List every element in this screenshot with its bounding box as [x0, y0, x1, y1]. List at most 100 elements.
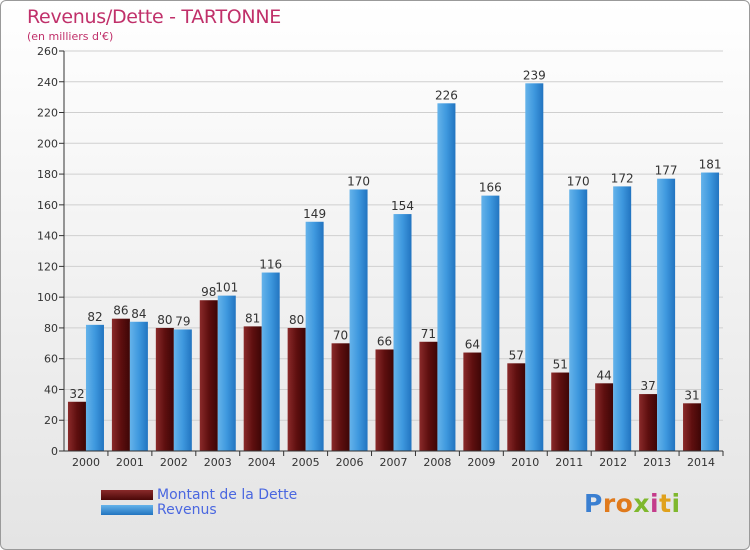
y-tick-label: 160: [37, 199, 58, 212]
data-label-revenue: 181: [699, 158, 722, 172]
bar-revenue: [217, 295, 236, 451]
bar-debt: [463, 352, 482, 451]
data-label-revenue: 149: [303, 207, 326, 221]
data-label-revenue: 82: [87, 310, 102, 324]
y-tick-label: 140: [37, 230, 58, 243]
y-tick-label: 120: [37, 260, 58, 273]
y-tick-label: 0: [51, 445, 58, 458]
bar-revenue: [173, 329, 192, 451]
bar-revenue: [525, 83, 544, 452]
bar-debt: [331, 343, 350, 451]
data-label-revenue: 101: [215, 281, 238, 295]
x-tick-label: 2013: [643, 456, 671, 469]
logo-letter: t: [659, 489, 672, 518]
x-tick-label: 2001: [116, 456, 144, 469]
logo-letter: r: [602, 489, 616, 518]
legend-swatch-revenue: [101, 505, 153, 515]
bar-revenue: [129, 321, 148, 451]
bar-revenue: [85, 324, 104, 451]
data-label-revenue: 170: [567, 174, 590, 188]
data-label-revenue: 84: [131, 307, 146, 321]
legend-swatch-debt: [101, 490, 153, 500]
y-tick-label: 200: [37, 137, 58, 150]
data-label-debt: 86: [113, 304, 128, 318]
bar-debt: [243, 326, 262, 451]
bar-debt: [375, 349, 394, 451]
data-label-debt: 57: [509, 348, 524, 362]
x-tick-label: 2002: [160, 456, 188, 469]
bar-revenue: [437, 103, 456, 452]
y-tick-label: 20: [44, 414, 58, 427]
data-label-debt: 64: [465, 338, 480, 352]
x-tick-label: 2004: [248, 456, 276, 469]
x-tick-label: 2000: [72, 456, 100, 469]
data-label-debt: 31: [684, 388, 699, 402]
bar-revenue: [349, 189, 368, 451]
chart-title: Revenus/Dette - TARTONNE: [27, 6, 281, 28]
y-tick-label: 100: [37, 291, 58, 304]
data-label-debt: 44: [597, 368, 612, 382]
y-tick-label: 40: [44, 383, 58, 396]
bar-revenue: [261, 272, 280, 451]
data-label-debt: 37: [640, 379, 655, 393]
x-tick-label: 2003: [204, 456, 232, 469]
x-tick-label: 2006: [336, 456, 364, 469]
legend-label-revenue: Revenus: [157, 502, 217, 518]
bar-debt: [199, 300, 218, 451]
bar-revenue: [701, 172, 720, 452]
data-label-revenue: 170: [347, 174, 370, 188]
data-label-revenue: 166: [479, 181, 502, 195]
data-label-debt: 71: [421, 327, 436, 341]
data-label-debt: 98: [201, 285, 216, 299]
bar-debt: [639, 394, 658, 451]
bar-debt: [111, 318, 130, 451]
bar-debt: [419, 341, 438, 451]
y-tick-label: 80: [44, 322, 58, 335]
logo-letter: i: [671, 489, 681, 518]
bar-debt: [551, 372, 570, 451]
legend-item-revenue: Revenus: [101, 502, 401, 518]
x-tick-label: 2012: [599, 456, 627, 469]
chart-subtitle: (en milliers d'€): [27, 30, 114, 43]
logo-letter: o: [615, 489, 634, 518]
data-label-revenue: 177: [655, 164, 678, 178]
y-tick-label: 180: [37, 168, 58, 181]
data-label-debt: 80: [157, 313, 172, 327]
y-tick-label: 240: [37, 76, 58, 89]
x-tick-label: 2009: [467, 456, 495, 469]
bar-revenue: [481, 195, 500, 451]
data-label-debt: 66: [377, 334, 392, 348]
y-tick-label: 220: [37, 107, 58, 120]
bar-debt: [67, 401, 86, 451]
proxiti-logo: Proxiti: [584, 489, 681, 518]
data-label-revenue: 172: [611, 171, 634, 185]
data-label-debt: 32: [69, 387, 84, 401]
labels: 0 20 40 60 80 100 120 140 160 180 200 220 240 260 2000…: [37, 45, 721, 469]
data-label-debt: 81: [245, 311, 260, 325]
legend-item-debt: Montant de la Dette: [101, 487, 401, 503]
data-label-revenue: 226: [435, 88, 458, 102]
logo-letter: P: [584, 489, 603, 518]
y-tick-label: 260: [37, 45, 58, 58]
legend-label-debt: Montant de la Dette: [157, 487, 298, 503]
bar-revenue: [657, 178, 676, 451]
bar-revenue: [305, 221, 324, 451]
bar-debt: [683, 403, 702, 451]
data-label-revenue: 116: [259, 258, 282, 272]
y-tick-label: 60: [44, 353, 58, 366]
x-tick-label: 2011: [555, 456, 583, 469]
logo-letter: i: [650, 489, 660, 518]
data-label-revenue: 79: [175, 314, 190, 328]
x-tick-label: 2005: [292, 456, 320, 469]
x-tick-label: 2010: [511, 456, 539, 469]
data-label-debt: 51: [553, 358, 568, 372]
data-label-revenue: 154: [391, 199, 414, 213]
bar-debt: [507, 363, 526, 451]
data-label-debt: 70: [333, 328, 348, 342]
bar-debt: [155, 327, 174, 451]
x-tick-label: 2014: [687, 456, 715, 469]
x-tick-label: 2007: [380, 456, 408, 469]
bar-debt: [595, 383, 614, 451]
